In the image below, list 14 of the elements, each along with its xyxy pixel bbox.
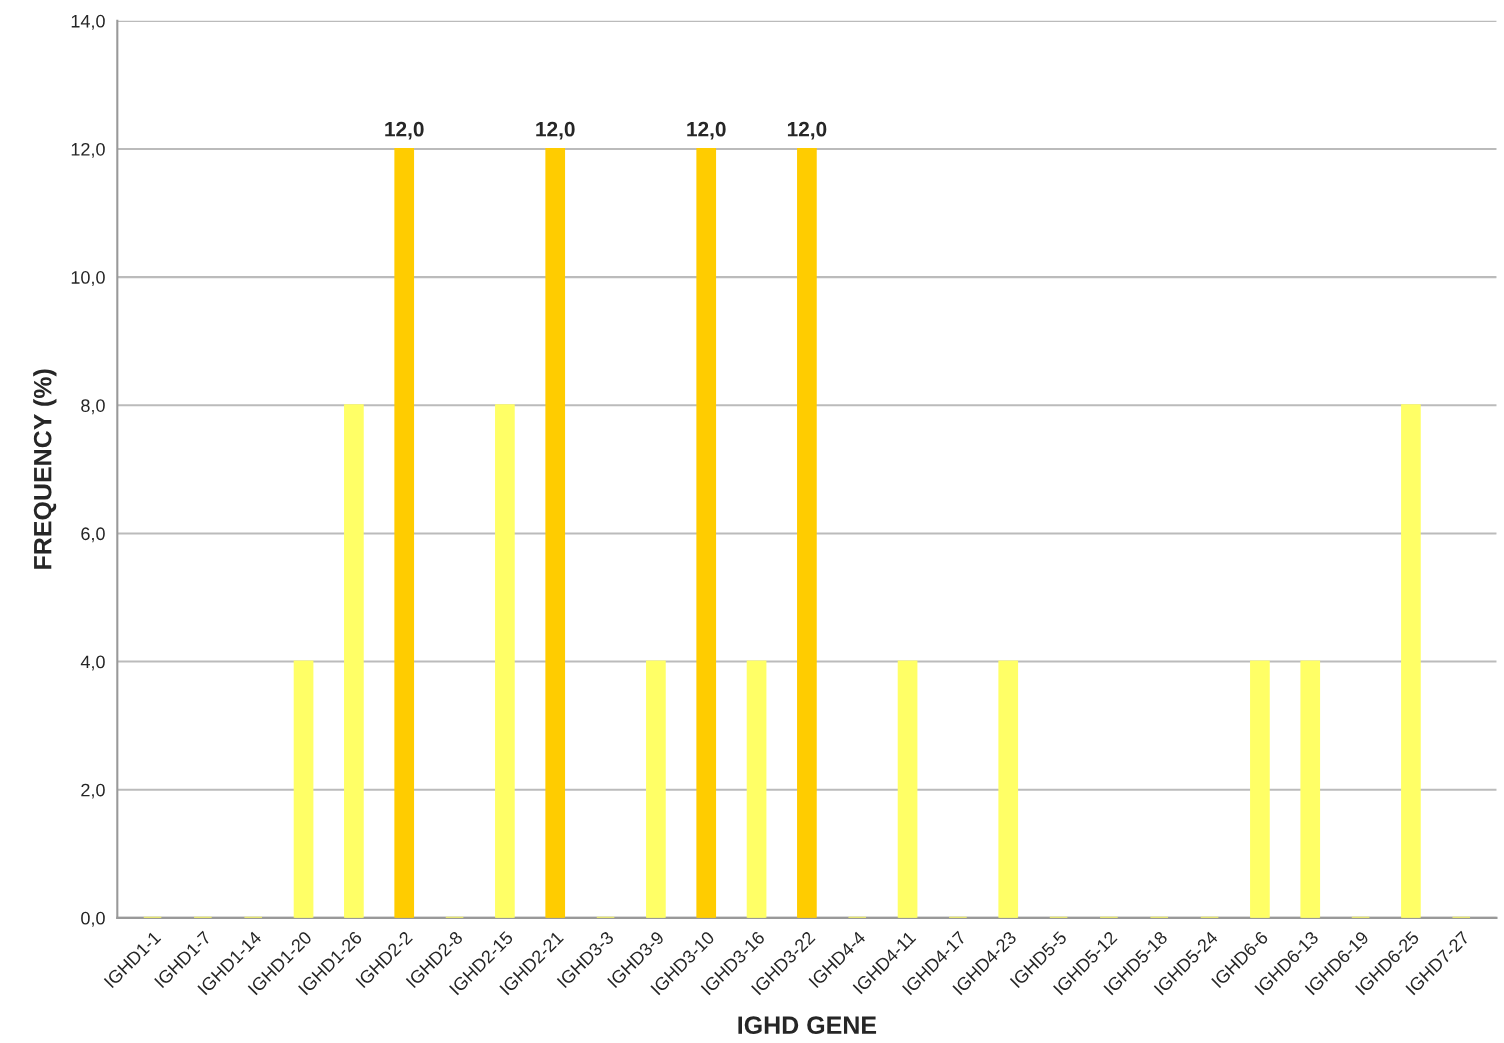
- y-tick-label: 6,0: [81, 527, 105, 543]
- x-axis-title: IGHD GENE: [738, 1016, 877, 1035]
- y-tick-label: 12,0: [71, 142, 105, 158]
- y-tick-label: 14,0: [71, 14, 105, 30]
- y-tick-label: 10,0: [71, 271, 105, 286]
- y-tick-label: 4,0: [80, 655, 105, 671]
- data-label: 12,0: [385, 121, 424, 140]
- y-tick-label: 8,0: [81, 399, 105, 415]
- data-label: 12,0: [687, 121, 726, 140]
- data-label: 12,0: [787, 121, 827, 140]
- data-label: 12,0: [536, 121, 575, 140]
- y-tick-label: 0,0: [81, 911, 105, 927]
- y-tick-label: 2,0: [81, 783, 105, 799]
- y-axis-title: FREQUENCY (%): [33, 369, 57, 569]
